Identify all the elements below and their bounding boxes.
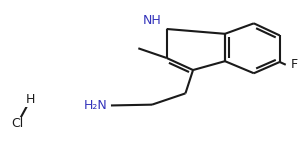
Text: F: F: [290, 58, 297, 71]
Text: NH: NH: [143, 14, 161, 27]
Text: Cl: Cl: [12, 118, 24, 130]
Text: H₂N: H₂N: [84, 99, 108, 112]
Text: H: H: [26, 93, 35, 106]
